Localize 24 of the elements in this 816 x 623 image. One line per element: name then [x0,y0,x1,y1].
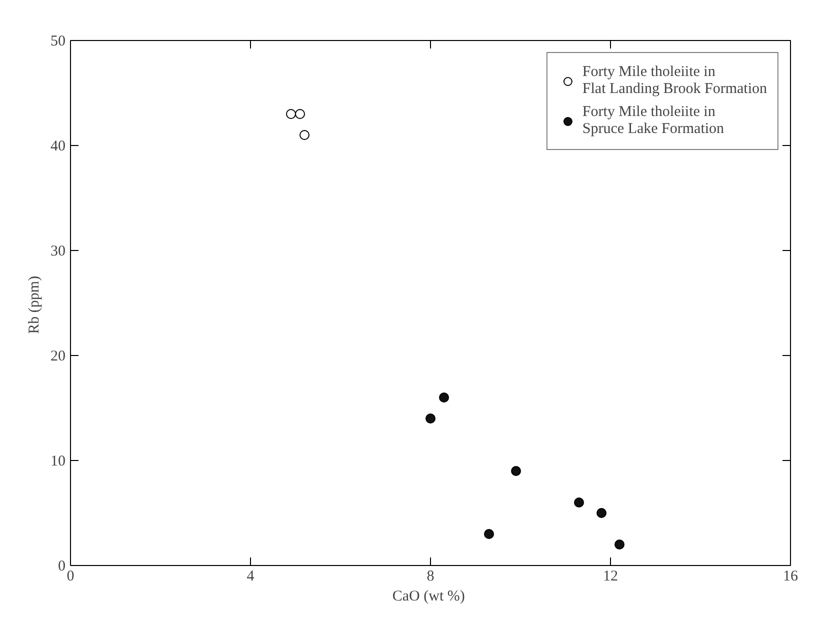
y-tick-label: 0 [58,558,66,574]
y-tick-label: 40 [50,138,66,154]
point [439,392,449,402]
legend-label: Forty Mile tholeiite in Spruce Lake Formation [582,103,724,139]
x-tick-label: 4 [246,568,255,584]
legend-label: Forty Mile tholeiite in Flat Landing Brook Formation [582,63,767,99]
point [596,508,606,518]
y-tick-label: 10 [50,454,66,470]
point [511,466,521,476]
point [614,540,624,550]
y-tick-label: 50 [50,34,66,50]
point [574,498,584,508]
y-tick-label: 20 [50,348,66,364]
point [300,130,310,140]
point [286,109,296,119]
point [426,414,436,424]
y-axis-title: Rb (ppm) [26,276,42,334]
point [484,529,494,539]
x-tick-label: 12 [603,568,618,584]
x-tick-label: 8 [426,568,434,584]
y-tick-label: 30 [50,244,66,260]
x-axis-title: CaO (wt %) [392,588,465,604]
point [295,109,305,119]
x-tick-label: 16 [783,568,798,584]
